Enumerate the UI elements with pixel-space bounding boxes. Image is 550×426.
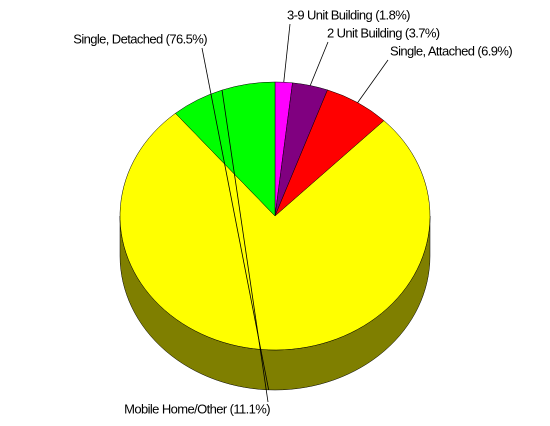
- slice-label: 3-9 Unit Building (1.8%): [287, 7, 410, 22]
- slice: [119, 112, 431, 351]
- leader-line: [283, 23, 291, 83]
- slice-label: Single, Attached (6.9%): [390, 43, 512, 58]
- slice-label: Mobile Home/Other (11.1%): [124, 401, 270, 416]
- leader-line: [221, 90, 269, 403]
- leader-line: [309, 41, 329, 86]
- slice-label: Single, Detached (76.5%): [73, 31, 207, 46]
- leader-line: [357, 59, 389, 103]
- slice-label: 2 Unit Building (3.7%): [327, 25, 440, 40]
